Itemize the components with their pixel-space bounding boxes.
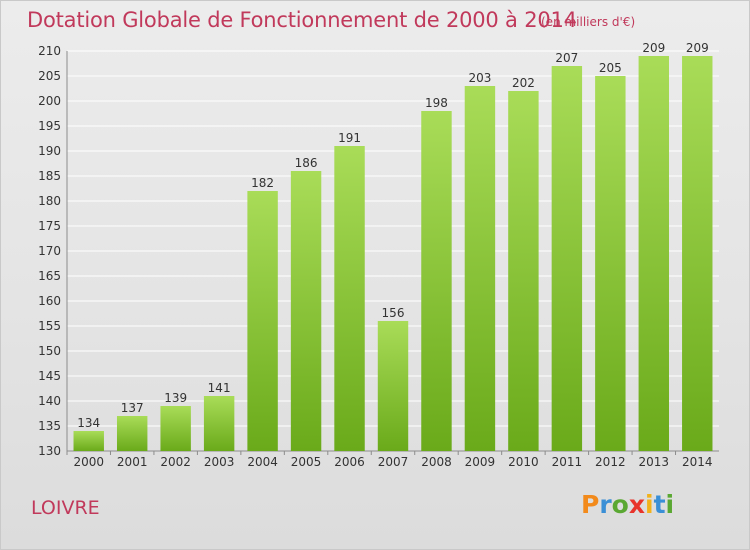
data-label-2000: 134 [77, 416, 100, 430]
bar-2000 [73, 431, 104, 451]
data-label-2002: 139 [164, 391, 187, 405]
bar-2013 [638, 56, 670, 451]
data-label-2008: 198 [425, 96, 448, 110]
logo-letter: t [653, 490, 666, 519]
data-label-2001: 137 [121, 401, 144, 415]
logo-letter: i [645, 490, 654, 519]
logo-letter: P [581, 490, 600, 519]
x-tick-label: 2008 [421, 455, 452, 469]
x-tick-label: 2007 [378, 455, 409, 469]
bar-2014 [682, 56, 713, 451]
bars [73, 56, 713, 451]
y-tick-label: 155 [38, 319, 61, 333]
y-tick-label: 130 [38, 444, 61, 458]
y-tick-label: 150 [38, 344, 61, 358]
y-tick-label: 160 [38, 294, 61, 308]
bar-2005 [290, 171, 322, 451]
data-label-2013: 209 [642, 41, 665, 55]
proxiti-logo: Proxiti [581, 490, 674, 519]
data-label-2004: 182 [251, 176, 274, 190]
x-tick-label: 2012 [595, 455, 626, 469]
x-tick-label: 2004 [247, 455, 278, 469]
y-tick-label: 195 [38, 119, 61, 133]
chart-title: Dotation Globale de Fonctionnement de 20… [27, 8, 577, 32]
y-tick-label: 175 [38, 219, 61, 233]
x-tick-label: 2000 [73, 455, 104, 469]
x-tick-label: 2003 [204, 455, 235, 469]
x-tick-label: 2013 [639, 455, 670, 469]
x-tick-label: 2014 [682, 455, 713, 469]
x-tick-label: 2010 [508, 455, 539, 469]
logo-letter: r [599, 490, 612, 519]
data-label-2010: 202 [512, 76, 535, 90]
bar-2003 [203, 396, 235, 451]
y-tick-label: 140 [38, 394, 61, 408]
bar-2006 [334, 146, 365, 451]
x-tick-label: 2006 [334, 455, 365, 469]
logo-letter: i [665, 490, 675, 519]
data-label-2014: 209 [686, 41, 709, 55]
y-tick-label: 170 [38, 244, 61, 258]
axes: 130 135 140 145 150 155 160 165 170 175 180 185 190 1… [38, 44, 719, 469]
data-label-2006: 191 [338, 131, 361, 145]
y-tick-label: 165 [38, 269, 61, 283]
data-label-2009: 203 [468, 71, 491, 85]
commune-name: LOIVRE [31, 497, 100, 519]
bar-2008 [421, 111, 452, 451]
x-tick-label: 2005 [291, 455, 322, 469]
y-tick-label: 205 [38, 69, 61, 83]
y-tick-label: 200 [38, 94, 61, 108]
y-tick-label: 185 [38, 169, 61, 183]
y-tick-label: 180 [38, 194, 61, 208]
x-tick-label: 2002 [160, 455, 191, 469]
bar-2002 [160, 406, 191, 451]
logo-letter: o [611, 490, 629, 519]
data-labels: 134 137 139 141 182 186 191 156 198 203 202 207 205 2… [77, 41, 708, 430]
unit-note: (en milliers d'€) [541, 15, 636, 29]
bar-2011 [551, 66, 583, 451]
bar-2004 [247, 191, 278, 451]
bar-2001 [116, 416, 148, 451]
data-label-2011: 207 [555, 51, 578, 65]
y-tick-label: 190 [38, 144, 61, 158]
data-label-2005: 186 [295, 156, 318, 170]
data-label-2012: 205 [599, 61, 622, 75]
y-tick-label: 135 [38, 419, 61, 433]
bar-2012 [595, 76, 626, 451]
x-tick-label: 2011 [552, 455, 583, 469]
logo-letter: x [628, 490, 645, 519]
bar-2007 [377, 321, 409, 451]
bar-2009 [464, 86, 496, 451]
y-tick-label: 145 [38, 369, 61, 383]
y-tick-label: 210 [38, 44, 61, 58]
bar-2010 [508, 91, 539, 451]
data-label-2003: 141 [208, 381, 231, 395]
x-tick-label: 2001 [117, 455, 148, 469]
data-label-2007: 156 [382, 306, 405, 320]
x-tick-label: 2009 [465, 455, 496, 469]
